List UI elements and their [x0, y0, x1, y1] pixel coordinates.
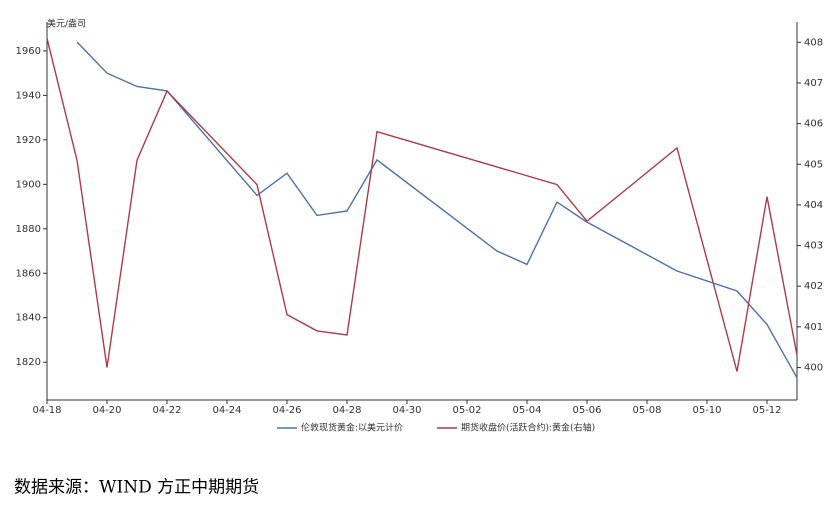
- x-tick-label: 04-22: [152, 405, 181, 416]
- x-tick-label: 05-10: [692, 405, 721, 416]
- x-tick-label: 05-02: [452, 405, 481, 416]
- x-tick-label: 05-08: [632, 405, 661, 416]
- x-tick-label: 05-04: [512, 405, 541, 416]
- y-tick-label: 1860: [16, 268, 41, 279]
- series-line: [46, 38, 798, 372]
- y-axis-unit: 美元/盎司: [47, 18, 86, 30]
- y2-tick-label: 400: [804, 362, 823, 373]
- y2-tick-label: 407: [804, 78, 823, 89]
- y2-tick-label: 408: [804, 37, 823, 48]
- x-tick-label: 04-30: [392, 405, 421, 416]
- y-tick-label: 1840: [16, 313, 41, 324]
- x-tick-label: 04-28: [332, 405, 361, 416]
- y2-tick-label: 401: [804, 322, 823, 333]
- y-tick-label: 1940: [16, 90, 41, 101]
- series-line: [76, 41, 798, 379]
- x-tick-label: 04-26: [272, 405, 301, 416]
- y2-tick-label: 404: [804, 200, 823, 211]
- y2-tick-label: 403: [804, 241, 823, 252]
- x-tick-label: 04-18: [32, 405, 61, 416]
- y-tick-label: 1960: [16, 46, 41, 57]
- x-tick-label: 04-24: [212, 405, 241, 416]
- y2-tick-label: 405: [804, 159, 823, 170]
- source-note: 数据来源：WIND 方正中期期货: [14, 478, 259, 498]
- y2-tick-label: 402: [804, 281, 823, 292]
- x-tick-label: 05-06: [572, 405, 601, 416]
- legend-label: 伦敦现货黄金:以美元计价: [301, 422, 403, 434]
- x-tick-label: 05-12: [752, 405, 781, 416]
- y-tick-label: 1820: [16, 357, 41, 368]
- y-tick-label: 1900: [16, 179, 41, 190]
- x-tick-label: 04-20: [92, 405, 121, 416]
- y2-tick-label: 406: [804, 119, 823, 130]
- y-tick-label: 1880: [16, 224, 41, 235]
- legend-label: 期货收盘价(活跃合约):黄金(右轴): [461, 422, 595, 434]
- y-tick-label: 1920: [16, 135, 41, 146]
